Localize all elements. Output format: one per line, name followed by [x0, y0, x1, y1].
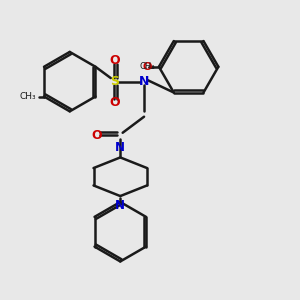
- Text: O: O: [142, 62, 152, 72]
- Text: O: O: [91, 129, 102, 142]
- Text: S: S: [110, 75, 119, 88]
- Text: CH₃: CH₃: [140, 62, 155, 71]
- Text: O: O: [109, 54, 120, 67]
- Text: CH₃: CH₃: [20, 92, 37, 101]
- Text: N: N: [115, 199, 125, 212]
- Text: O: O: [109, 96, 120, 109]
- Text: N: N: [115, 142, 125, 154]
- Text: N: N: [139, 75, 149, 88]
